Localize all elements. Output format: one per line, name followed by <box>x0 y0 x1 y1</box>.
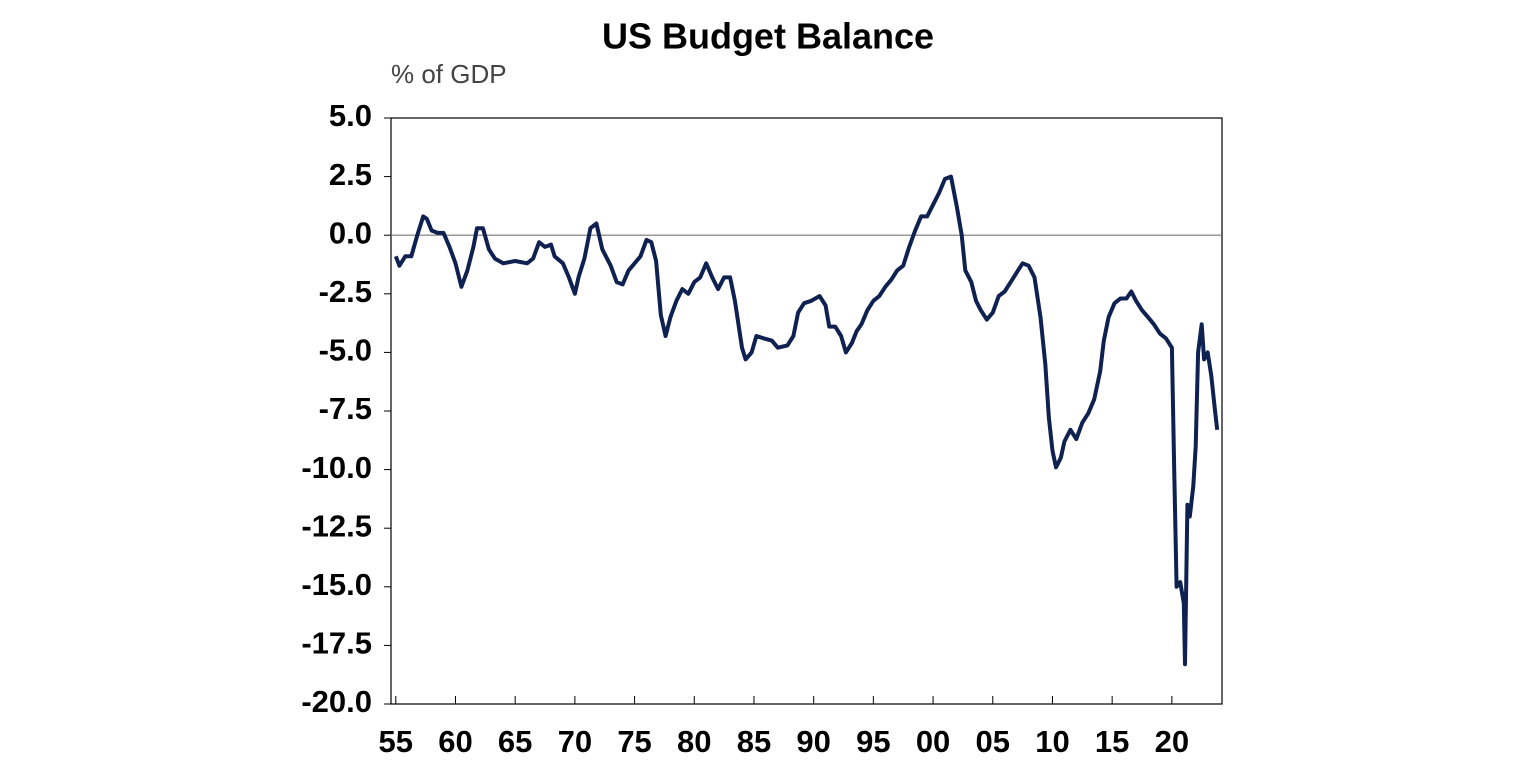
y-tick-label: -20.0 <box>301 684 372 719</box>
y-tick-label: 0.0 <box>329 215 372 250</box>
x-tick-label: 00 <box>916 724 950 759</box>
y-tick-label: -10.0 <box>301 450 372 485</box>
x-tick-label: 70 <box>558 724 592 759</box>
x-tick-label: 15 <box>1095 724 1129 759</box>
y-tick-label: 2.5 <box>329 157 372 192</box>
x-tick-label: 05 <box>976 724 1010 759</box>
x-tick-label: 55 <box>379 724 413 759</box>
x-tick-label: 65 <box>498 724 532 759</box>
y-tick-label: -12.5 <box>301 508 372 543</box>
plot-frame <box>390 117 1223 705</box>
y-tick-label: -2.5 <box>319 274 372 309</box>
data-line <box>393 174 1220 667</box>
x-tick-label: 90 <box>796 724 830 759</box>
x-tick-label: 10 <box>1035 724 1069 759</box>
y-tick-label: 5.0 <box>329 98 372 133</box>
y-tick-label: -5.0 <box>319 333 372 368</box>
x-tick-label: 75 <box>617 724 651 759</box>
chart-title: US Budget Balance <box>602 16 934 57</box>
x-tick-label: 95 <box>856 724 890 759</box>
y-tick-label: -17.5 <box>301 626 372 661</box>
x-tick-label: 20 <box>1155 724 1189 759</box>
y-tick-label: -7.5 <box>319 391 372 426</box>
y-axis-label: % of GDP <box>391 59 507 89</box>
x-tick-label: 60 <box>438 724 472 759</box>
y-tick-label: -15.0 <box>301 567 372 602</box>
x-tick-label: 80 <box>677 724 711 759</box>
x-tick-label: 85 <box>737 724 771 759</box>
